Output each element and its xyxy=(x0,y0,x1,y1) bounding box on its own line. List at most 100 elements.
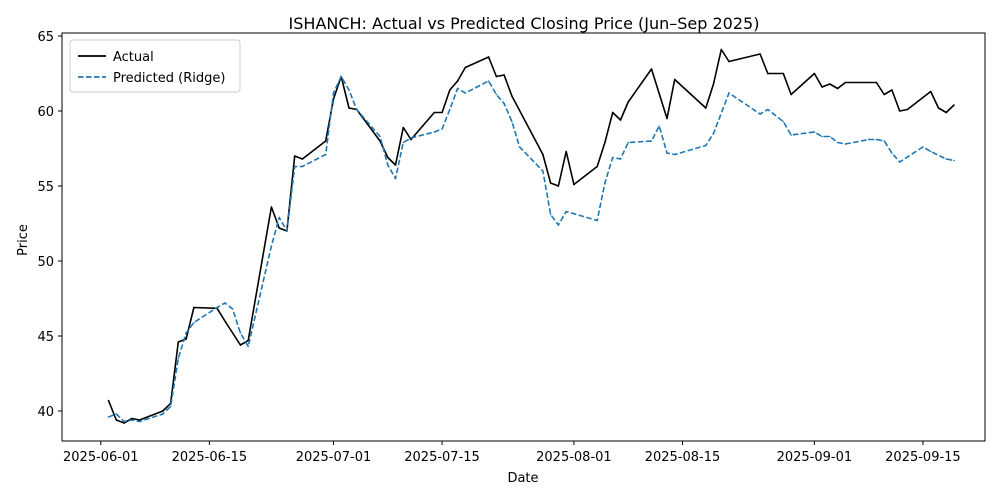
data-point xyxy=(441,111,443,114)
y-tick-label: 65 xyxy=(37,30,54,45)
data-point xyxy=(394,177,397,180)
data-point xyxy=(596,219,598,222)
data-point xyxy=(410,137,412,139)
data-point xyxy=(293,165,296,168)
data-point xyxy=(464,66,467,69)
data-point xyxy=(906,108,909,111)
legend: Actual Predicted (Ridge) xyxy=(69,39,241,93)
data-point xyxy=(138,420,141,423)
data-point xyxy=(705,107,707,109)
data-point xyxy=(542,153,544,156)
data-point xyxy=(410,138,412,141)
data-point xyxy=(666,152,668,154)
data-point xyxy=(278,216,281,219)
data-point xyxy=(549,182,552,184)
data-point xyxy=(518,146,521,148)
data-point xyxy=(767,72,769,75)
data-point xyxy=(324,153,327,156)
data-point xyxy=(162,410,164,412)
data-point xyxy=(844,143,847,145)
plot-frame xyxy=(61,32,986,442)
data-point xyxy=(712,132,715,135)
data-point xyxy=(511,120,513,123)
data-point xyxy=(138,419,141,421)
data-point xyxy=(270,206,273,208)
legend-box xyxy=(69,39,241,93)
data-point xyxy=(673,78,676,81)
data-point xyxy=(107,399,110,402)
data-point xyxy=(107,416,110,418)
data-point xyxy=(449,108,451,111)
x-tick-label: 2025-08-15 xyxy=(645,450,721,465)
data-point xyxy=(464,92,467,94)
data-point xyxy=(449,89,451,91)
data-point xyxy=(441,128,443,130)
data-point xyxy=(487,80,490,82)
data-point xyxy=(433,131,436,133)
data-point xyxy=(953,104,955,106)
data-point xyxy=(720,48,723,51)
data-point xyxy=(557,224,560,226)
plot-lines xyxy=(107,48,955,424)
x-tick-label: 2025-09-01 xyxy=(777,450,853,465)
x-tick-label: 2025-08-01 xyxy=(536,450,612,465)
data-point xyxy=(185,332,187,334)
data-point xyxy=(402,141,405,144)
y-tick-label: 60 xyxy=(37,105,54,120)
data-point xyxy=(239,344,242,346)
data-point xyxy=(216,306,218,309)
data-point xyxy=(224,320,226,322)
data-point xyxy=(821,86,823,88)
data-point xyxy=(836,87,839,90)
y-tick-label: 45 xyxy=(37,330,54,345)
data-point xyxy=(123,420,125,423)
data-point xyxy=(666,117,668,120)
data-point xyxy=(224,302,226,304)
y-axis-title: Price xyxy=(16,224,31,256)
data-point xyxy=(193,321,195,324)
data-point xyxy=(387,156,389,159)
data-point xyxy=(286,230,288,232)
data-point xyxy=(945,111,947,114)
data-point xyxy=(239,332,242,334)
data-point xyxy=(185,338,187,340)
data-point xyxy=(883,93,885,96)
data-point xyxy=(619,158,622,160)
data-point xyxy=(115,419,118,421)
y-tick-label: 50 xyxy=(37,255,54,270)
data-point xyxy=(898,110,901,112)
data-point xyxy=(231,308,234,310)
data-point xyxy=(169,405,172,408)
data-point xyxy=(611,111,614,114)
data-point xyxy=(829,135,831,138)
data-point xyxy=(177,341,180,343)
x-tick-label: 2025-06-01 xyxy=(63,450,139,465)
x-tick-label: 2025-06-15 xyxy=(172,450,248,465)
data-point xyxy=(712,83,715,85)
data-point xyxy=(604,141,606,144)
data-point xyxy=(767,108,769,111)
x-tick-label: 2025-07-15 xyxy=(404,450,480,465)
data-point xyxy=(929,150,932,153)
legend-label: Predicted (Ridge) xyxy=(113,71,225,86)
y-tick-label: 40 xyxy=(37,405,54,420)
data-point xyxy=(875,81,878,84)
data-point xyxy=(387,164,389,166)
data-point xyxy=(705,144,707,147)
data-point xyxy=(355,108,358,111)
data-point xyxy=(573,183,575,186)
data-point xyxy=(565,150,567,153)
data-point xyxy=(123,422,125,424)
data-point xyxy=(247,345,249,348)
data-point xyxy=(394,164,397,166)
data-point xyxy=(673,153,676,156)
data-point xyxy=(875,138,878,141)
data-point xyxy=(829,83,831,85)
data-point xyxy=(891,89,893,91)
data-point xyxy=(759,113,761,115)
chart-title: ISHANCH: Actual vs Predicted Closing Pri… xyxy=(289,14,760,33)
x-axis: 2025-06-01 2025-06-15 2025-07-01 2025-07-15… xyxy=(63,441,961,465)
y-tick-label: 55 xyxy=(37,180,54,195)
data-point xyxy=(301,165,304,168)
